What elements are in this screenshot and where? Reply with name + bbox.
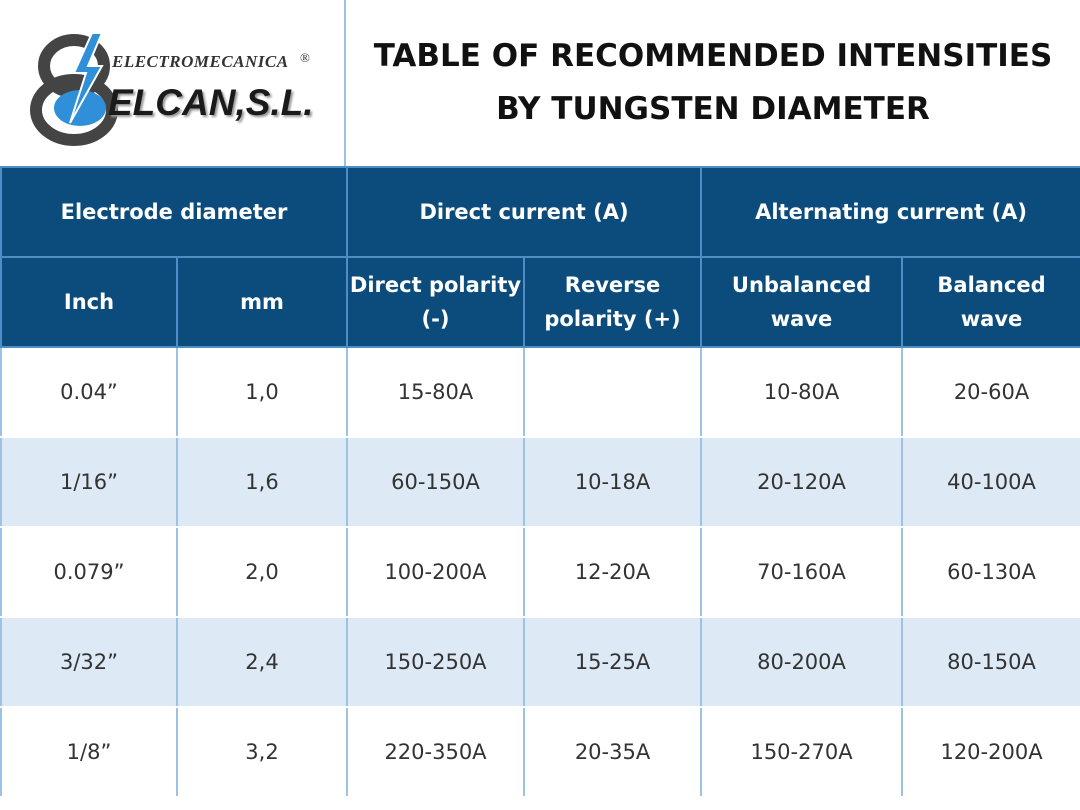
group-header: Alternating current (A) [700, 166, 1080, 258]
table-cell: 3,2 [176, 706, 348, 798]
table-cell: 80-200A [700, 616, 904, 708]
column-header-line: polarity (+) [544, 307, 681, 331]
logo: ELECTROMECANICA ® ELCAN,S.L. [0, 0, 346, 166]
table-cell: 150-270A [700, 706, 904, 798]
column-header-line: Direct polarity [349, 273, 522, 297]
table-row: 0.079” 2,0 100-200A 12-20A 70-160A 60-130A [0, 526, 1080, 618]
column-header-line: Balanced [937, 273, 1046, 297]
table-row: 1/8” 3,2 220-350A 20-35A 150-270A 120-200A [0, 706, 1080, 798]
table-cell: 15-80A [346, 346, 525, 438]
table-cell: 12-20A [522, 526, 703, 618]
table-cell: 3/32” [0, 616, 178, 708]
table-cell: 150-250A [346, 616, 525, 708]
logo-name: ELCAN,S.L. [108, 82, 314, 123]
table-cell: 1/16” [0, 436, 178, 528]
table-cell: 10-18A [522, 436, 703, 528]
table-row: 1/16” 1,6 60-150A 10-18A 20-120A 40-100A [0, 436, 1080, 528]
table-row: 0.04” 1,0 15-80A 10-80A 20-60A [0, 346, 1080, 438]
logo-text: ELECTROMECANICA [112, 52, 289, 71]
table-cell: 60-150A [346, 436, 525, 528]
table-cell: 1,0 [176, 346, 348, 438]
column-header: Reverse polarity (+) [522, 256, 703, 348]
table-cell: 2,4 [176, 616, 348, 708]
column-header: Direct polarity (-) [346, 256, 525, 348]
table-cell: 2,0 [176, 526, 348, 618]
column-header-line: Inch [63, 290, 115, 314]
table-cell: 20-35A [522, 706, 703, 798]
title-line: TABLE OF RECOMMENDED INTENSITIES [373, 38, 1053, 74]
title: TABLE OF RECOMMENDED INTENSITIES BY TUNG… [346, 30, 1080, 136]
column-header: Balanced wave [901, 256, 1080, 348]
table-cell: 100-200A [346, 526, 525, 618]
table-cell: 10-80A [700, 346, 904, 438]
table-cell: 20-120A [700, 436, 904, 528]
title-line: BY TUNGSTEN DIAMETER [496, 91, 930, 127]
column-header-line: mm [240, 290, 284, 314]
column-header-line: wave [770, 307, 833, 331]
table-cell: 70-160A [700, 526, 904, 618]
table-cell: 120-200A [901, 706, 1080, 798]
column-header: Inch [0, 256, 178, 348]
column-header-line: (-) [421, 307, 450, 331]
header: ELECTROMECANICA ® ELCAN,S.L. TABLE OF RE… [0, 0, 1080, 166]
table-cell: 15-25A [522, 616, 703, 708]
table-row: 3/32” 2,4 150-250A 15-25A 80-200A 80-150A [0, 616, 1080, 708]
table-cell [522, 346, 703, 438]
table-cell: 40-100A [901, 436, 1080, 528]
table-cell: 20-60A [901, 346, 1080, 438]
logo-emblem [30, 32, 118, 146]
column-header-line: Reverse [564, 273, 661, 297]
table: Electrode diameter Direct current (A) Alte… [0, 166, 1080, 798]
table-cell: 0.04” [0, 346, 178, 438]
logo-mark: ® [300, 50, 310, 65]
table-cell: 220-350A [346, 706, 525, 798]
column-header: mm [176, 256, 348, 348]
table-cell: 1/8” [0, 706, 178, 798]
column-header-line: Unbalanced [731, 273, 872, 297]
column-header: Unbalanced wave [700, 256, 904, 348]
table-cell: 1,6 [176, 436, 348, 528]
table-cell: 60-130A [901, 526, 1080, 618]
table-cell: 0.079” [0, 526, 178, 618]
group-header-row: Electrode diameter Direct current (A) Alte… [0, 166, 1080, 258]
column-header-row: Inch mm Direct polarity (-) Reverse polarity … [0, 256, 1080, 348]
group-header: Electrode diameter [0, 166, 348, 258]
group-header: Direct current (A) [345, 166, 703, 258]
table-cell: 80-150A [901, 616, 1080, 708]
column-header-line: wave [960, 307, 1023, 331]
